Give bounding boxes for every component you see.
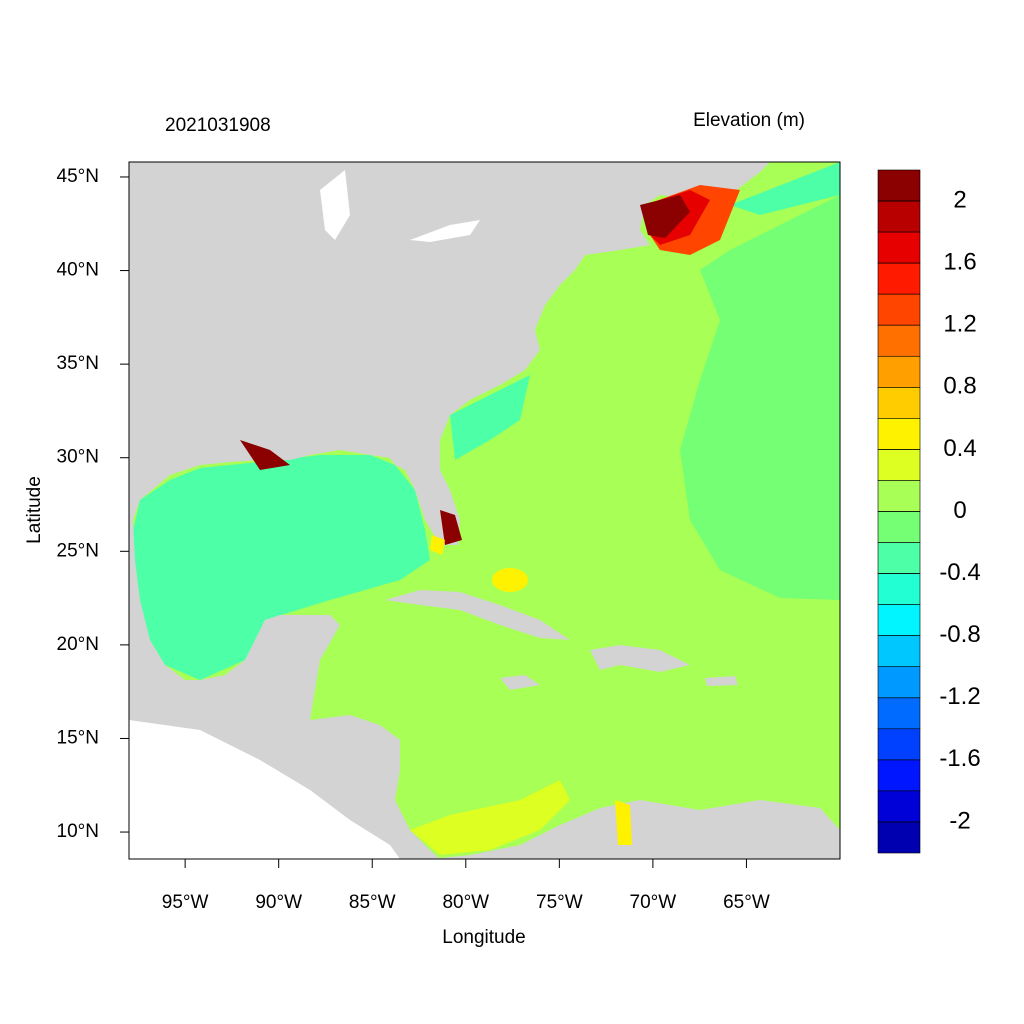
x-tick-label: 95°W	[162, 892, 209, 913]
y-axis-label: Latitude	[24, 476, 45, 544]
y-tick-label: 35°N	[57, 353, 99, 374]
map-title: 2021031908	[165, 115, 271, 136]
colorbar-bin	[877, 573, 921, 605]
colorbar-bin	[877, 728, 921, 761]
colorbar-tick-label: 0	[953, 497, 966, 524]
hispaniola	[590, 645, 690, 672]
surge-zone	[640, 195, 690, 238]
great-lakes	[320, 170, 350, 240]
colorbar-bin	[877, 324, 921, 357]
surge-zone	[240, 440, 290, 470]
colorbar-bin	[877, 480, 921, 512]
plot-frame	[128, 161, 841, 860]
colorbar-tick-label: 1.2	[943, 311, 976, 338]
south-america	[430, 800, 840, 859]
colorbar: 2 1.6 1.2 0.8 0.4 0 -0.4 -0.8 -1.2 -1.6 -2	[877, 169, 981, 854]
elevated-zone	[492, 568, 528, 592]
colorbar-bin	[877, 542, 921, 574]
elevated-zone	[615, 800, 632, 845]
colorbar-bin	[877, 169, 921, 202]
colorbar-bin	[877, 231, 921, 264]
x-tick-label: 70°W	[630, 892, 677, 913]
x-tick-label: 65°W	[723, 892, 770, 913]
x-axis-label: Longitude	[442, 927, 525, 948]
jamaica	[500, 675, 540, 690]
surge-zone	[440, 510, 462, 545]
legend-title: Elevation (m)	[693, 110, 805, 131]
y-tick-label: 20°N	[57, 634, 99, 655]
colorbar-bin	[877, 604, 921, 636]
colorbar-tick-label: 0.8	[943, 373, 976, 400]
pacific-no-data	[129, 720, 400, 859]
ocean-zone	[680, 195, 840, 600]
colorbar-bin	[877, 262, 921, 295]
shelf-zone	[730, 162, 840, 215]
map-area	[129, 162, 840, 859]
colorbar-bin	[877, 666, 921, 699]
y-tick-label: 30°N	[57, 447, 99, 468]
axes: 95°W 90°W 85°W 80°W 75°W 70°W 65°W 10°N 15°N 20°N…	[57, 166, 770, 913]
elevated-zone	[430, 535, 445, 555]
colorbar-bin	[877, 790, 921, 823]
x-tick-label: 80°W	[442, 892, 489, 913]
colorbar-bin	[877, 418, 921, 450]
colorbar-bin	[877, 511, 921, 543]
y-tick-label: 10°N	[57, 821, 99, 842]
y-tick-label: 25°N	[57, 540, 99, 561]
colorbar-bin	[877, 449, 921, 481]
colorbar-tick-label: 2	[953, 186, 966, 213]
colorbar-tick-label: -1.2	[939, 683, 980, 710]
colorbar-bin	[877, 635, 921, 668]
colorbar-tick-label: 0.4	[943, 435, 976, 462]
y-tick-label: 40°N	[57, 260, 99, 281]
x-tick-label: 85°W	[349, 892, 396, 913]
y-tick-label: 15°N	[57, 727, 99, 748]
colorbar-bin	[877, 293, 921, 326]
colorbar-tick-label: -0.8	[939, 621, 980, 648]
puerto-rico	[705, 676, 738, 686]
colorbar-bin	[877, 387, 921, 419]
colorbar-tick-label: 1.6	[943, 248, 976, 275]
colorbar-bin	[877, 759, 921, 792]
colorbar-tick-label: -1.6	[939, 745, 980, 772]
colorbar-tick-label: -2	[949, 807, 970, 834]
x-tick-label: 90°W	[255, 892, 302, 913]
gulf-zone	[133, 455, 430, 680]
x-tick-label: 75°W	[536, 892, 583, 913]
cuba	[385, 590, 570, 640]
colorbar-tick-label: -0.4	[939, 559, 980, 586]
colorbar-bin	[877, 821, 921, 854]
great-lakes	[410, 220, 480, 242]
elevated-zone	[410, 780, 570, 855]
y-tick-label: 45°N	[57, 166, 99, 187]
north-america	[129, 162, 770, 859]
colorbar-bin	[877, 200, 921, 233]
shelf-zone	[450, 375, 530, 460]
colorbar-bin	[877, 697, 921, 730]
colorbar-bin	[877, 355, 921, 388]
